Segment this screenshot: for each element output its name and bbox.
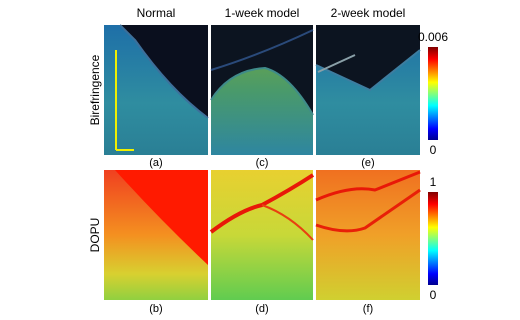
panel-label: (f) bbox=[363, 303, 373, 315]
panel-label: (a) bbox=[149, 157, 162, 169]
column-title: 1-week model bbox=[225, 6, 300, 20]
colorbar-max: 0.006 bbox=[418, 30, 448, 44]
image-panel bbox=[315, 170, 421, 300]
row-label: DOPU bbox=[88, 218, 102, 253]
image-panel bbox=[210, 25, 314, 155]
column-title: 2-week model bbox=[331, 6, 406, 20]
panel-label: (d) bbox=[255, 303, 268, 315]
colorbar-max: 1 bbox=[430, 175, 437, 189]
panel-label: (b) bbox=[149, 303, 162, 315]
panel-label: (e) bbox=[361, 157, 374, 169]
image-panel bbox=[209, 170, 315, 300]
colorbar-min: 0 bbox=[430, 143, 437, 157]
image-panel bbox=[104, 170, 208, 300]
column-title: Normal bbox=[137, 6, 176, 20]
image-panel bbox=[104, 24, 209, 155]
colorbar-min: 0 bbox=[430, 288, 437, 302]
colorbar bbox=[428, 192, 438, 285]
colorbar bbox=[428, 47, 438, 140]
image-panel bbox=[315, 25, 421, 155]
panel-label: (c) bbox=[256, 157, 269, 169]
row-label: Birefringence bbox=[88, 54, 102, 125]
